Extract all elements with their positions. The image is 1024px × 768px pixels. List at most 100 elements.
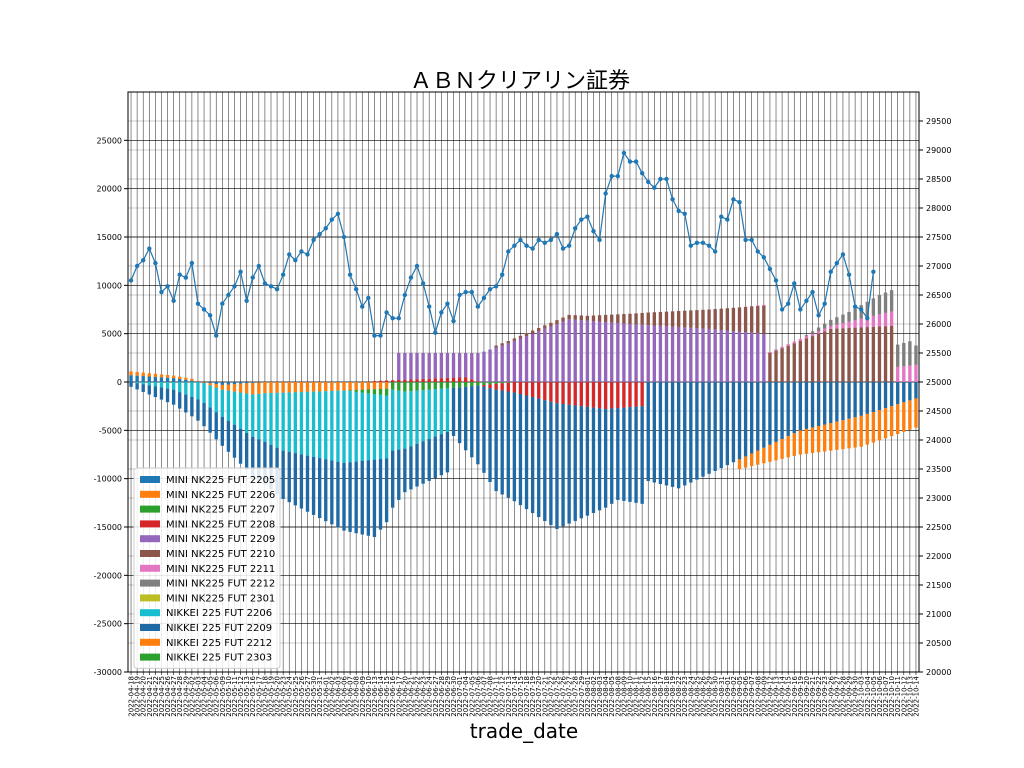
bar-segment [147, 373, 151, 377]
x-tick-label: 2022-09-14 [779, 675, 787, 716]
bar-segment [902, 402, 906, 432]
bar-segment [610, 322, 614, 382]
bar-segment [415, 390, 419, 444]
bar-segment [591, 315, 596, 322]
y-tick-label: 5000 [102, 330, 122, 339]
legend-label: MINI NK225 FUT 2212 [166, 579, 275, 590]
x-tick-label: 2022-04-18 [128, 676, 136, 717]
bar-segment [567, 382, 571, 405]
bar-segment [415, 352, 419, 380]
price-point [329, 217, 335, 222]
bar-segment [628, 382, 632, 408]
bar-segment [798, 338, 803, 341]
bar-segment [737, 459, 742, 469]
bar-segment [567, 314, 571, 320]
legend-label: MINI NK225 FUT 2205 [166, 475, 275, 486]
price-point [141, 258, 146, 263]
bar-segment [251, 382, 255, 395]
x-tick-label: 2022-05-06 [213, 675, 221, 716]
bar-segment [226, 384, 231, 391]
bar-segment [135, 382, 139, 384]
bar-segment [171, 378, 176, 382]
y2-tick-label: 21500 [926, 581, 951, 590]
price-point [268, 284, 274, 289]
bars [129, 290, 918, 538]
price-point [414, 263, 420, 269]
bar-segment [646, 312, 650, 326]
bar-segment [159, 387, 164, 400]
bar-segment [220, 382, 224, 385]
bar-segment [585, 320, 590, 382]
bar-segment [774, 349, 778, 351]
bar-segment [238, 382, 243, 384]
x-tick-label: 2022-08-05 [608, 676, 616, 717]
bar-segment [500, 345, 504, 382]
bar-segment [537, 327, 541, 332]
bar-segment [421, 390, 425, 442]
price-point [189, 260, 195, 266]
bar-segment [786, 345, 790, 382]
bar-segment [883, 326, 888, 382]
bar-segment [610, 314, 614, 323]
bar-segment [902, 366, 906, 382]
bar-segment [409, 382, 413, 392]
bar-segment [749, 453, 754, 467]
bar-segment [524, 333, 529, 337]
bar-segment [238, 428, 243, 464]
bar-segment [427, 382, 431, 390]
bar-segment [683, 382, 687, 486]
bar-segment [269, 444, 273, 490]
bar-segment [129, 382, 133, 387]
bar-segment [506, 382, 510, 383]
bar-segment [774, 382, 778, 442]
x-tick-label: 2022-09-05 [736, 676, 744, 717]
bar-segment [823, 424, 827, 452]
x-tick-label: 2022-07-19 [529, 676, 537, 717]
x-tick-label: 2022-10-04 [864, 675, 872, 716]
price-point [512, 243, 517, 248]
bar-segment [622, 314, 626, 324]
bar-segment [494, 347, 498, 382]
bar-segment [792, 433, 796, 456]
bar-segment [153, 382, 158, 387]
bar-segment [165, 375, 170, 378]
x-tick-label: 2022-07-29 [578, 676, 586, 717]
bar-segment [810, 336, 815, 382]
bar-segment [530, 333, 535, 382]
bar-segment [451, 352, 456, 378]
price-point [475, 304, 481, 309]
bar-segment [743, 382, 748, 457]
x-tick-label: 2022-06-06 [341, 675, 349, 716]
bar-segment [330, 390, 334, 461]
x-tick-label: 2022-08-30 [712, 676, 720, 717]
x-tick-label: 2022-05-11 [231, 676, 239, 717]
bar-segment [859, 327, 863, 382]
y-axis-left: -30000 -25000 -20000 -15000 -10000 -5000 0 5000… [94, 136, 128, 677]
bar-segment [178, 378, 182, 382]
x-tick-label: 2022-06-17 [395, 676, 403, 717]
bar-segment [202, 402, 206, 427]
legend-swatch [140, 476, 160, 483]
bar-segment [597, 315, 602, 322]
bar-segment [871, 326, 876, 382]
bar-segment [756, 450, 760, 465]
bar-segment [190, 382, 194, 397]
legend-label: MINI NK225 FUT 2208 [166, 519, 275, 530]
bar-segment [299, 382, 304, 393]
bar-segment [859, 318, 863, 328]
price-point [147, 246, 152, 251]
bar-segment [190, 396, 194, 417]
bar-segment [591, 382, 596, 408]
y-tick-label: 20000 [97, 185, 122, 194]
y2-tick-label: 23500 [926, 465, 951, 474]
bar-segment [330, 460, 334, 525]
bar-segment [287, 382, 291, 393]
bar-segment [786, 436, 790, 458]
bar-segment [439, 378, 444, 382]
bar-segment [238, 383, 243, 393]
price-point [828, 269, 833, 274]
bar-segment [348, 390, 352, 392]
x-tick-label: 2022-08-22 [675, 676, 683, 717]
x-tick-label: 2022-07-15 [517, 676, 525, 717]
bar-segment [908, 382, 912, 401]
